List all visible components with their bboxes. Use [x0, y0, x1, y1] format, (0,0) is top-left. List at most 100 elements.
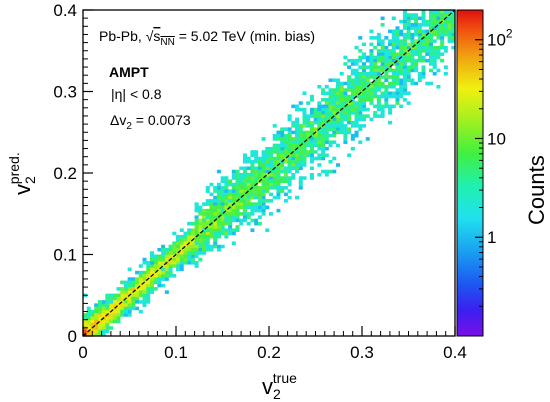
heatmap-cell — [350, 104, 355, 109]
heatmap-cell — [384, 101, 389, 105]
heatmap-cell — [414, 13, 419, 17]
heatmap-cell — [287, 179, 292, 184]
heatmap-cell — [414, 49, 419, 53]
heatmap-cell — [365, 55, 370, 60]
heatmap-cell — [168, 254, 173, 259]
heatmap-cell — [350, 146, 355, 151]
heatmap-cell — [388, 75, 393, 79]
heatmap-cell — [291, 159, 296, 164]
heatmap-cell — [224, 199, 229, 203]
heatmap-cell — [339, 98, 344, 102]
heatmap-cell — [224, 231, 229, 236]
heatmap-cell — [265, 179, 270, 184]
heatmap-cell — [324, 84, 329, 89]
heatmap-cell — [127, 290, 132, 294]
heatmap-cell — [172, 247, 177, 252]
heatmap-cell — [343, 91, 348, 96]
heatmap-cell — [443, 19, 448, 24]
heatmap-cell — [135, 287, 140, 291]
heatmap-cell — [317, 124, 322, 128]
heatmap-cell — [421, 58, 426, 63]
heatmap-cell — [324, 130, 329, 135]
colorbar — [456, 9, 484, 337]
heatmap-cell — [324, 140, 329, 144]
heatmap-cell — [116, 319, 121, 324]
heatmap-cell — [276, 143, 281, 148]
heatmap-cell — [269, 192, 274, 197]
heatmap-cell — [306, 101, 311, 105]
heatmap-cell — [220, 179, 225, 184]
heatmap-cell — [358, 104, 363, 109]
heatmap-cell — [261, 166, 266, 171]
heatmap-cell — [190, 247, 195, 252]
heatmap-cell — [269, 166, 274, 171]
heatmap-cell — [335, 117, 340, 122]
heatmap-cell — [153, 287, 158, 291]
heatmap-cell — [332, 156, 337, 161]
heatmap-cell — [209, 244, 214, 249]
heatmap-cell — [369, 101, 374, 105]
heatmap-cell — [142, 283, 147, 288]
heatmap-cell — [384, 104, 389, 109]
heatmap-cell — [324, 117, 329, 122]
heatmap-cell — [362, 42, 367, 47]
heatmap-cell — [157, 254, 162, 259]
heatmap-cell — [213, 195, 218, 200]
heatmap-cell — [265, 228, 270, 232]
x-axis-title: v2true — [262, 370, 297, 402]
heatmap-cell — [127, 296, 132, 301]
heatmap-cell — [94, 329, 99, 334]
heatmap-cell — [332, 130, 337, 135]
heatmap-cell — [142, 296, 147, 301]
heatmap-cell — [250, 218, 255, 223]
heatmap-cell — [388, 39, 393, 43]
heatmap-cell — [153, 277, 158, 281]
heatmap-cell — [257, 166, 262, 171]
heatmap-cell — [190, 257, 195, 262]
heatmap-cell — [94, 309, 99, 314]
heatmap-cell — [209, 218, 214, 223]
heatmap-cell — [410, 49, 415, 53]
heatmap-cell — [324, 120, 329, 125]
heatmap-cell — [172, 244, 177, 249]
heatmap-cell — [425, 58, 430, 63]
heatmap-cell — [309, 133, 314, 138]
heatmap-cell — [194, 238, 199, 242]
heatmap-cell — [376, 68, 381, 73]
heatmap-cell — [127, 267, 132, 272]
heatmap-cell — [421, 16, 426, 21]
heatmap-cell — [354, 120, 359, 125]
heatmap-cell — [116, 316, 121, 320]
heatmap-cell — [112, 316, 117, 320]
heatmap-cell — [362, 114, 367, 118]
heatmap-cell — [123, 306, 128, 311]
heatmap-cell — [220, 221, 225, 226]
heatmap-cell — [287, 130, 292, 135]
heatmap-cell — [272, 133, 277, 138]
heatmap-cell — [321, 107, 326, 112]
heatmap-cell — [153, 261, 158, 265]
heatmap-cell — [283, 159, 288, 164]
heatmap-cell — [295, 124, 300, 128]
heatmap-cell — [149, 254, 154, 259]
heatmap-cell — [388, 58, 393, 63]
heatmap-cell — [291, 120, 296, 125]
heatmap-cell — [276, 208, 281, 213]
heatmap-cell — [283, 140, 288, 144]
heatmap-cell — [105, 309, 110, 314]
heatmap-cell — [347, 117, 352, 122]
heatmap-cell — [205, 228, 210, 232]
heatmap-cell — [380, 75, 385, 79]
heatmap-cell — [228, 202, 233, 206]
heatmap-cell — [205, 218, 210, 223]
heatmap-cell — [354, 84, 359, 89]
heatmap-cell — [328, 143, 333, 148]
heatmap-cell — [146, 296, 151, 301]
heatmap-cell — [317, 143, 322, 148]
heatmap-cell — [321, 127, 326, 131]
heatmap-cell — [261, 192, 266, 197]
heatmap-cell — [447, 32, 452, 37]
heatmap-cell — [168, 251, 173, 255]
heatmap-cell — [176, 244, 181, 249]
heatmap-cell — [101, 313, 106, 317]
